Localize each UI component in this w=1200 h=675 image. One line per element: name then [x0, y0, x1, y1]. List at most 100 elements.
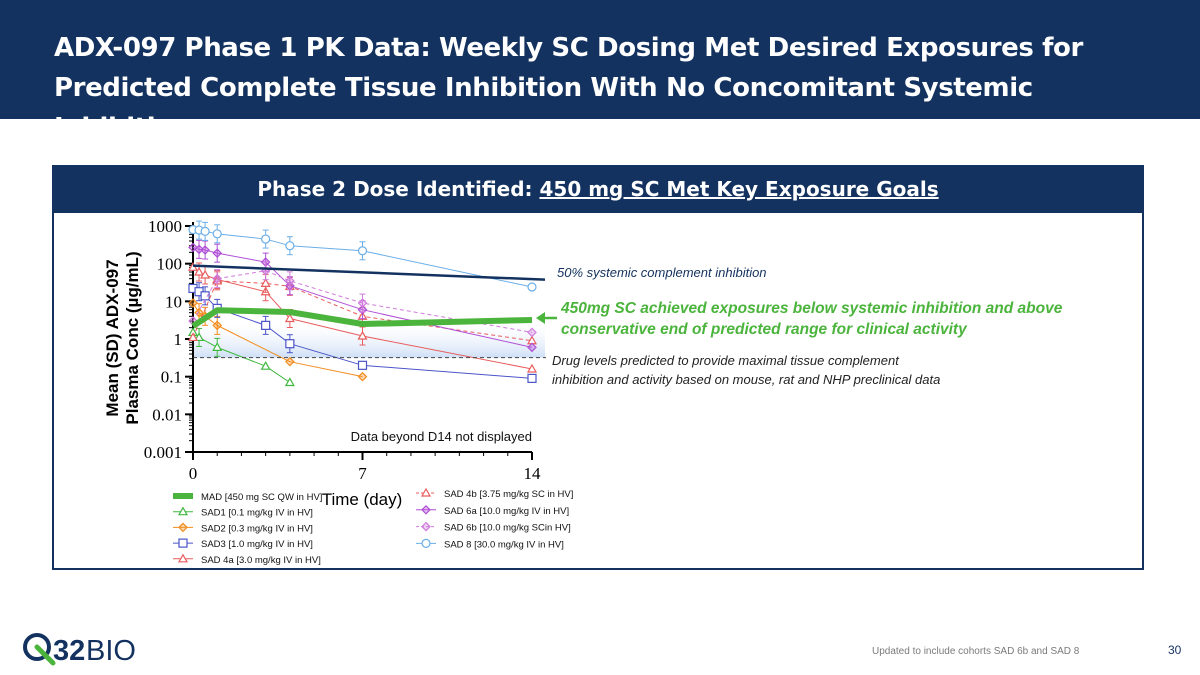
series-line: [192, 246, 533, 348]
legend-label: SAD 8 [30.0 mg/kg IV in HV]: [444, 539, 564, 550]
legend-label: SAD 6b [10.0 mg/kg SCin HV]: [444, 523, 571, 534]
data-point: [212, 229, 222, 239]
legend-item: SAD 8 [30.0 mg/kg IV in HV]: [416, 538, 564, 550]
y-axis-title-line1: Mean (SD) ADX-097: [103, 259, 122, 416]
data-point: [187, 332, 199, 342]
legend-label: SAD1 [0.1 mg/kg IV in HV]: [201, 508, 313, 519]
panel-heading-prefix: Phase 2 Dose Identified:: [257, 177, 533, 201]
chart-panel: Phase 2 Dose Identified: 450 mg SC Met K…: [52, 165, 1144, 570]
y-tick-label: 0.1: [161, 368, 182, 387]
data-point: [285, 275, 295, 286]
data-point: [188, 298, 198, 308]
data-point: [285, 356, 295, 367]
x-tick-label: 0: [189, 464, 198, 483]
y-tick-label: 0.01: [152, 405, 182, 424]
beyond-d14-note: Data beyond D14 not displayed: [351, 429, 532, 444]
x-tick-label: 7: [358, 464, 367, 483]
data-point: [527, 373, 537, 383]
y-tick-label: 1000: [148, 217, 182, 236]
tissue-annotation-line1: Drug levels predicted to provide maximal…: [552, 353, 900, 368]
data-point: [212, 273, 223, 284]
tissue-annotation-line2: inhibition and activity based on mouse, …: [552, 372, 940, 387]
legend-item: SAD 4b [3.75 mg/kg SC in HV]: [416, 487, 573, 500]
data-point: [527, 327, 537, 338]
data-point: [357, 298, 368, 308]
data-point: [285, 339, 295, 349]
legend-label: MAD [450 mg SC QW in HV]: [201, 492, 322, 503]
green-annotation-line2: conservative end of predicted range for …: [561, 321, 968, 338]
legend-item: SAD 4a [3.0 mg/kg IV in HV]: [173, 553, 321, 566]
legend-item: SAD3 [1.0 mg/kg IV in HV]: [173, 538, 313, 550]
footer-note: Updated to include cohorts SAD 6b and SA…: [872, 646, 1080, 657]
logo-q-ring: [23, 633, 51, 661]
logo-word: BIO: [86, 635, 136, 666]
y-tick-label: 100: [157, 255, 183, 274]
data-point: [212, 248, 223, 259]
data-point: [527, 282, 537, 292]
data-point: [284, 377, 295, 387]
x-tick-label: 14: [524, 464, 542, 483]
data-point: [212, 320, 223, 331]
q32-logo-mark: 32 BIO: [23, 633, 136, 667]
data-point: [285, 241, 295, 251]
data-point: [284, 313, 295, 323]
legend-item: SAD 6b [10.0 mg/kg SCin HV]: [416, 521, 571, 534]
data-point: [194, 266, 205, 276]
legend-label: SAD3 [1.0 mg/kg IV in HV]: [201, 539, 313, 550]
series-7: [188, 261, 537, 338]
data-point: [212, 342, 223, 351]
x-axis-title: Time (day): [322, 490, 403, 509]
legend-label: SAD 4b [3.75 mg/kg SC in HV]: [444, 489, 573, 500]
series-8: [188, 220, 537, 292]
data-point: [177, 553, 189, 563]
y-tick-label: 1: [174, 330, 183, 349]
green-arrow-head: [536, 312, 545, 324]
data-point: [200, 226, 210, 236]
page-number: 30: [1168, 643, 1182, 657]
legend-item: MAD [450 mg SC QW in HV]: [173, 492, 322, 503]
green-annotation-line1: 450mg SC achieved exposures below system…: [560, 300, 1063, 317]
data-point: [177, 506, 189, 516]
logo-q-tail: [34, 644, 56, 666]
logo-digits: 32: [53, 635, 85, 666]
data-point: [200, 245, 210, 255]
y-tick-label: 10: [165, 292, 182, 311]
data-point: [357, 371, 368, 382]
data-point: [357, 330, 368, 340]
systemic-inhibition-line: [192, 264, 546, 281]
legend-label: SAD2 [0.3 mg/kg IV in HV]: [201, 523, 313, 534]
data-point: [527, 342, 537, 353]
data-point: [178, 522, 188, 533]
data-point: [261, 320, 271, 330]
series-line: [192, 302, 363, 378]
legend-item: SAD 6a [10.0 mg/kg IV in HV]: [416, 504, 569, 517]
data-point: [194, 244, 204, 255]
data-point: [357, 246, 368, 256]
data-point: [357, 360, 368, 370]
data-point: [200, 269, 211, 279]
header-bar: ADX-097 Phase 1 PK Data: Weekly SC Dosin…: [0, 0, 1200, 143]
data-point: [421, 504, 431, 515]
data-point: [261, 234, 271, 244]
legend-item: SAD1 [0.1 mg/kg IV in HV]: [173, 506, 313, 519]
legend-item: SAD2 [0.3 mg/kg IV in HV]: [173, 522, 313, 534]
series-line: [191, 307, 533, 329]
page-title: ADX-097 Phase 1 PK Data: Weekly SC Dosin…: [54, 33, 1083, 143]
data-point: [194, 332, 205, 342]
legend-label: SAD 4a [3.0 mg/kg IV in HV]: [201, 555, 321, 566]
data-point: [526, 363, 538, 373]
panel-heading-highlight: 450 mg SC Met Key Exposure Goals: [539, 177, 939, 201]
data-point: [420, 487, 432, 497]
systemic-annotation: 50% systemic complement inhibition: [557, 265, 767, 280]
y-axis-title-line2: Plasma Conc (µg/mL): [123, 251, 142, 424]
panel-heading: Phase 2 Dose Identified: 450 mg SC Met K…: [54, 167, 1142, 213]
data-point: [260, 278, 271, 287]
company-logo: 32 BIO: [20, 630, 140, 671]
data-point: [260, 360, 271, 370]
series-0: [191, 307, 533, 329]
data-point: [178, 538, 188, 548]
legend-label: SAD 6a [10.0 mg/kg IV in HV]: [444, 506, 569, 517]
y-tick-label: 0.001: [144, 443, 182, 462]
data-point: [421, 521, 431, 532]
